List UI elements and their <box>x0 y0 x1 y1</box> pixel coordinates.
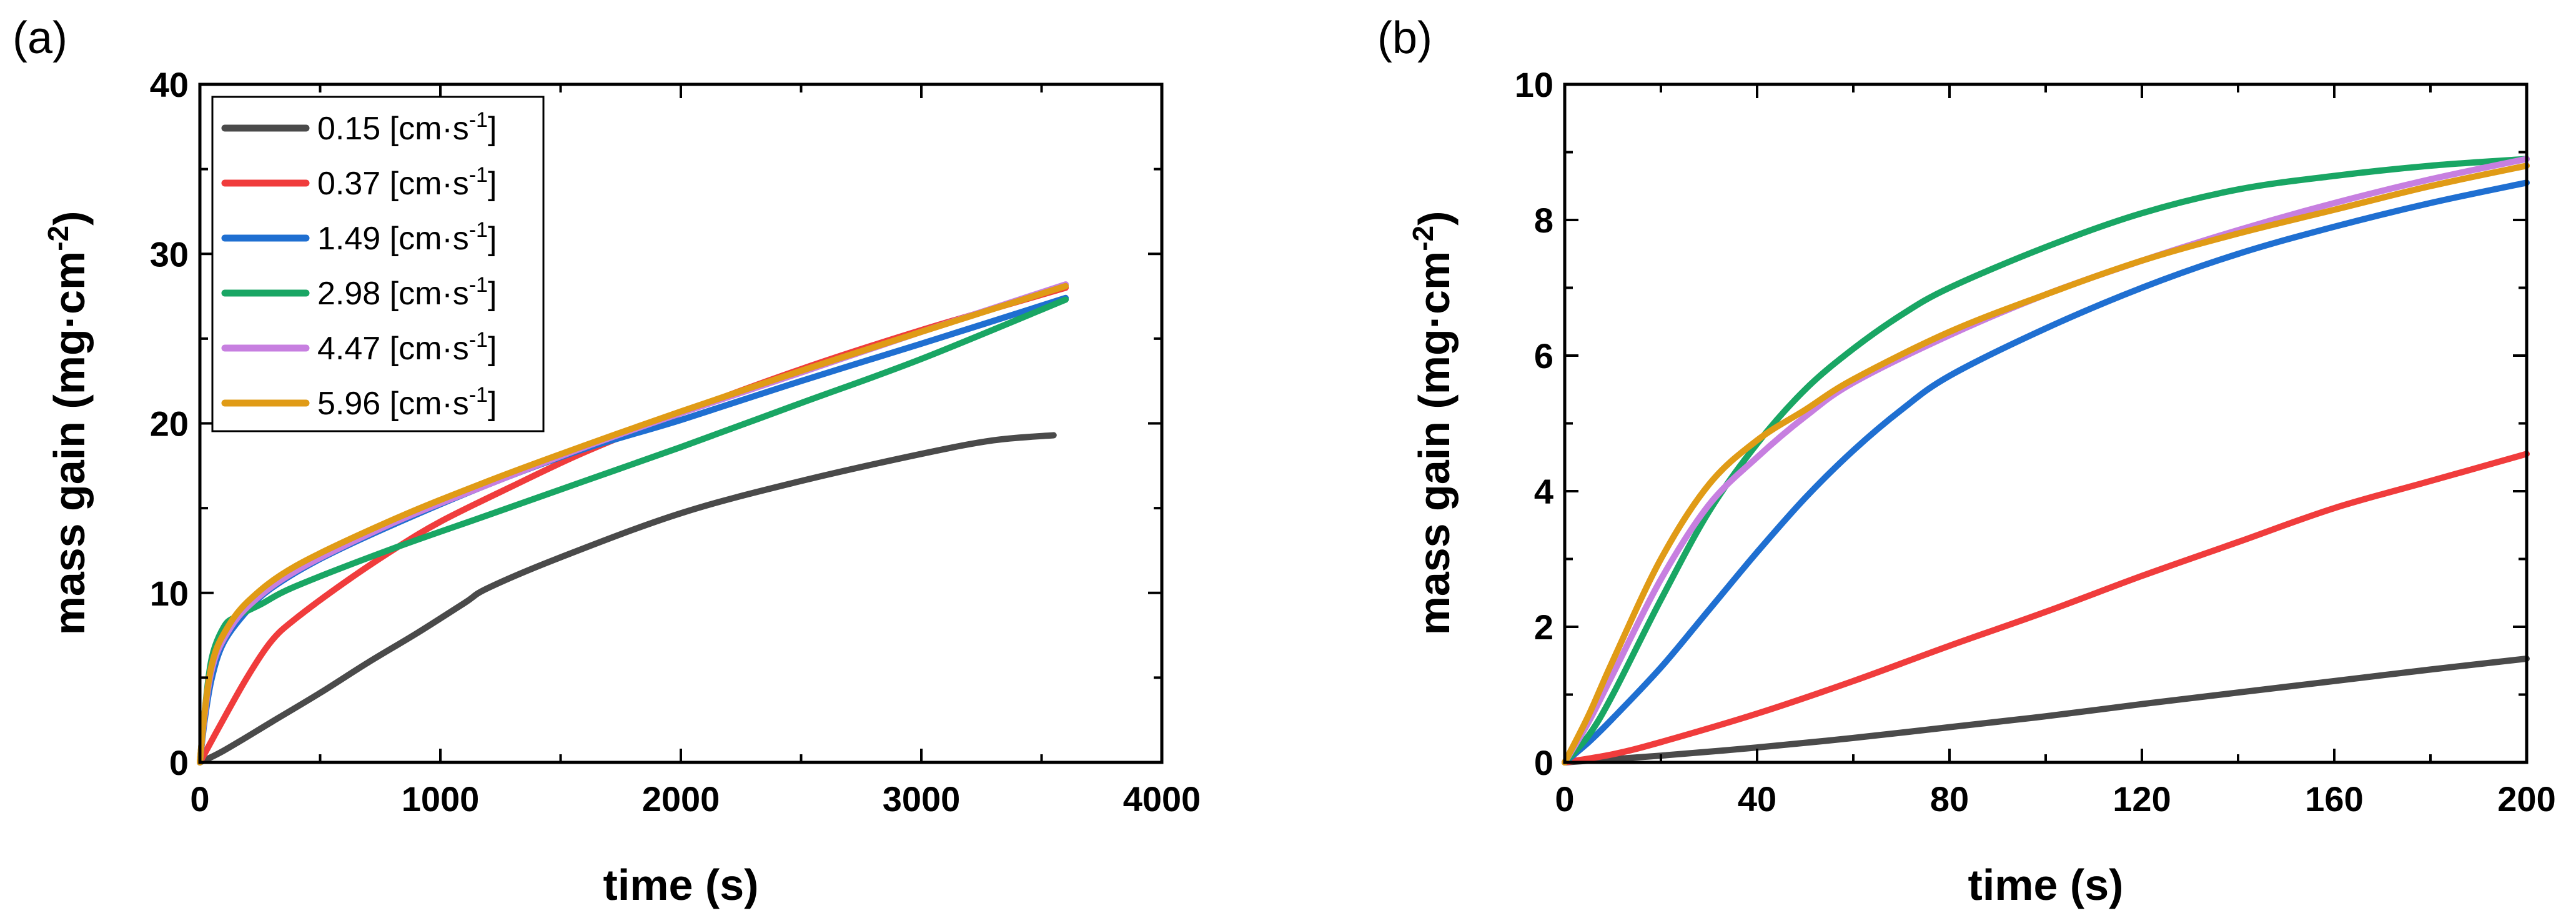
y-tick-label: 30 <box>150 234 189 274</box>
series-line-2-98 <box>1562 156 2530 766</box>
legend-item-0-37: 0.37 [cm·s-1] <box>221 163 497 202</box>
y-tick-label: 20 <box>150 404 189 444</box>
legend-label: 4.47 [cm·s-1] <box>317 328 497 367</box>
x-tick-label: 40 <box>1738 779 1776 819</box>
y-tick-label: 10 <box>150 574 189 613</box>
legend-label: 2.98 [cm·s-1] <box>317 273 497 312</box>
x-axis-title-b: time (s) <box>1968 861 2124 909</box>
x-tick-label: 80 <box>1930 779 1969 819</box>
legend-box <box>211 96 545 432</box>
series-line-5-96 <box>197 282 1069 766</box>
legend-item-5-96: 5.96 [cm·s-1] <box>221 383 497 422</box>
y-tick-label: 10 <box>1515 65 1553 104</box>
legend-item-1-49: 1.49 [cm·s-1] <box>221 218 497 257</box>
series-line-0-15 <box>197 432 1057 766</box>
y-tick-label: 0 <box>169 743 189 782</box>
legend-label: 5.96 [cm·s-1] <box>317 383 497 422</box>
legend-item-0-15: 0.15 [cm·s-1] <box>221 108 497 147</box>
x-tick-label: 1000 <box>402 779 480 819</box>
y-tick-label: 2 <box>1534 607 1553 647</box>
x-tick-label: 120 <box>2113 779 2171 819</box>
legend-item-2-98: 2.98 [cm·s-1] <box>221 273 497 312</box>
legend-label: 0.15 [cm·s-1] <box>317 108 497 147</box>
x-tick-label: 4000 <box>1123 779 1201 819</box>
x-tick-label: 0 <box>1555 779 1574 819</box>
panel-label-b: (b) <box>1377 13 1432 63</box>
x-tick-label: 160 <box>2305 779 2363 819</box>
panel-label-a: (a) <box>12 13 67 63</box>
plot-frame-b <box>1563 82 2529 764</box>
series-line-5-96 <box>1562 162 2530 766</box>
series-line-0-37 <box>1562 451 2530 766</box>
x-tick-label: 200 <box>2497 779 2555 819</box>
legend-label: 1.49 [cm·s-1] <box>317 218 497 257</box>
legend-label: 0.37 [cm·s-1] <box>317 163 497 202</box>
series-line-1-49 <box>1562 179 2530 766</box>
x-tick-label: 0 <box>190 779 209 819</box>
y-tick-label: 8 <box>1534 201 1553 240</box>
x-tick-label: 3000 <box>883 779 961 819</box>
chart-panel-b: (b) 0 40 80 120 160 200 0 2 4 6 8 10 time (s) mass … <box>1377 13 2556 909</box>
y-axis-title-b: mass gain (mg·cm-2) <box>1407 211 1459 636</box>
y-tick-label: 0 <box>1534 743 1553 782</box>
x-tick-label: 2000 <box>642 779 720 819</box>
y-tick-label: 4 <box>1534 472 1553 511</box>
series-line-0-15 <box>1562 656 2530 766</box>
legend-a: 0.15 [cm·s-1] 0.37 [cm·s-1] 1.49 [cm·s-1] 2… <box>211 96 545 432</box>
legend-item-4-47: 4.47 [cm·s-1] <box>221 328 497 367</box>
y-tick-label: 6 <box>1534 336 1553 376</box>
y-tick-label: 40 <box>150 65 189 104</box>
y-axis-title-a: mass gain (mg·cm-2) <box>42 211 94 636</box>
series-line-4-47 <box>1562 156 2530 766</box>
x-axis-title-a: time (s) <box>603 861 759 909</box>
